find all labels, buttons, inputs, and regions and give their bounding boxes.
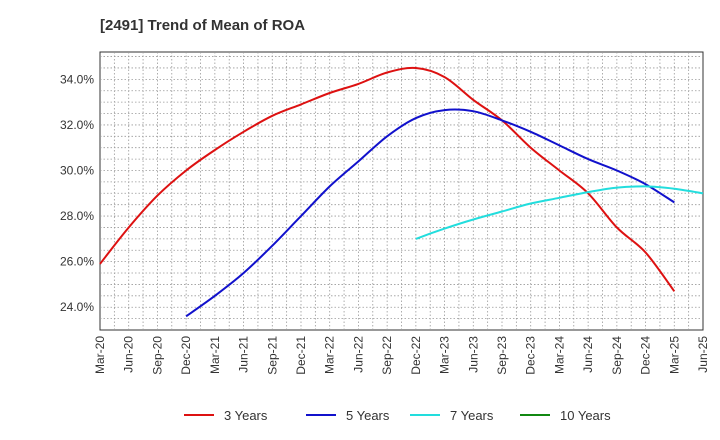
- x-tick-label: Dec-24: [639, 336, 653, 375]
- y-tick-label: 28.0%: [60, 209, 94, 223]
- x-tick-label: Sep-21: [265, 336, 279, 375]
- x-tick-label: Mar-22: [323, 336, 337, 374]
- y-axis-ticks: 24.0% 26.0% 28.0% 30.0% 32.0% 34.0%: [60, 72, 94, 314]
- plot-frame: [99, 51, 704, 331]
- x-tick-label: Dec-22: [409, 336, 423, 375]
- x-tick-label: Jun-23: [466, 336, 480, 373]
- series-line-3-years: [99, 66, 676, 292]
- x-tick-label: Jun-25: [696, 336, 710, 373]
- plot-area: [99, 51, 704, 331]
- x-tick-label: Dec-23: [524, 336, 538, 375]
- x-tick-label: Jun-21: [237, 336, 251, 373]
- x-tick-label: Dec-20: [179, 336, 193, 375]
- legend-label: 3 Years: [224, 408, 268, 423]
- x-tick-label: Dec-21: [294, 336, 308, 375]
- x-tick-label: Jun-22: [351, 336, 365, 373]
- x-tick-label: Jun-20: [122, 336, 136, 373]
- x-tick-label: Mar-23: [438, 336, 452, 374]
- legend-label: 7 Years: [450, 408, 494, 423]
- x-tick-label: Mar-25: [667, 336, 681, 374]
- y-tick-label: 30.0%: [60, 163, 94, 177]
- series-lines: [99, 66, 704, 318]
- x-tick-label: Sep-20: [150, 336, 164, 375]
- x-tick-label: Mar-24: [552, 336, 566, 374]
- legend-label: 10 Years: [560, 408, 611, 423]
- x-axis-ticks: Mar-20 Jun-20 Sep-20 Dec-20 Mar-21 Jun-21 Sep-…: [93, 336, 710, 375]
- grid-lines: [100, 52, 703, 330]
- x-tick-label: Sep-23: [495, 336, 509, 375]
- x-tick-label: Sep-24: [610, 336, 624, 375]
- x-tick-label: Mar-20: [93, 336, 107, 374]
- y-tick-label: 34.0%: [60, 72, 94, 86]
- y-tick-label: 24.0%: [60, 300, 94, 314]
- legend-label: 5 Years: [346, 408, 390, 423]
- series-line-7-years: [415, 185, 704, 240]
- y-tick-label: 32.0%: [60, 118, 94, 132]
- series-line-5-years: [185, 108, 675, 318]
- y-tick-label: 26.0%: [60, 255, 94, 269]
- x-tick-label: Sep-22: [380, 336, 394, 375]
- legend: 3 Years 5 Years 7 Years 10 Years: [184, 408, 611, 423]
- x-tick-label: Mar-21: [208, 336, 222, 374]
- x-tick-label: Jun-24: [581, 336, 595, 373]
- chart-title: [2491] Trend of Mean of ROA: [100, 17, 305, 34]
